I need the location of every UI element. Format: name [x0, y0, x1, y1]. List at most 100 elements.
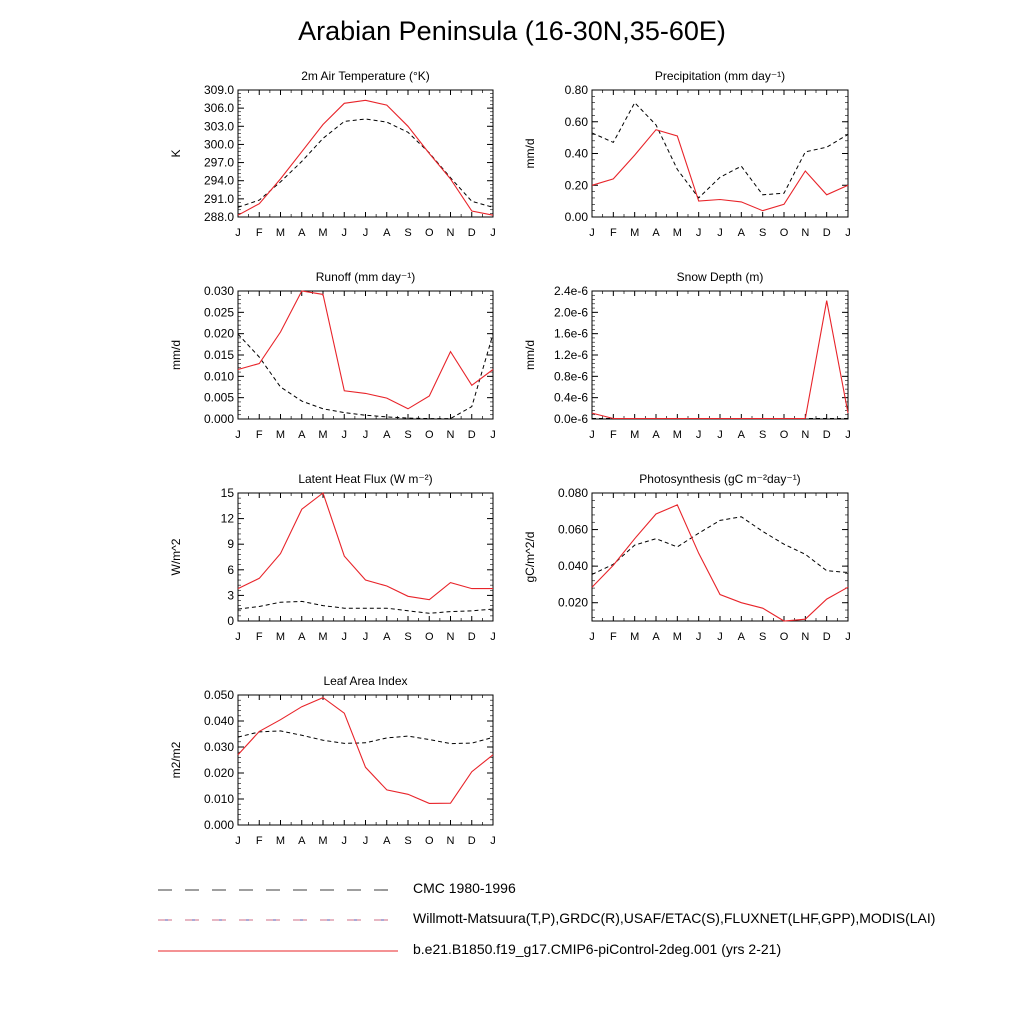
x-tick-label: A: [298, 429, 306, 441]
x-tick-label: J: [845, 227, 851, 239]
x-tick-label: J: [342, 835, 348, 847]
x-tick-label: J: [363, 631, 369, 643]
y-tick-label: 12: [221, 512, 235, 526]
series-line-model: [237, 492, 493, 601]
chart-panel-3: Runoff (mm day⁻¹)J F M A M J J A S O N D J0.0000.005…: [169, 270, 496, 441]
x-tick-label: J: [342, 631, 348, 643]
series-line-model: [237, 696, 494, 804]
x-tick-label: J: [589, 227, 595, 239]
panel-title: Latent Heat Flux (W m⁻²): [298, 472, 432, 486]
panel-title: Runoff (mm day⁻¹): [316, 270, 415, 284]
series-line-cmc: [237, 118, 494, 208]
x-tick-label: J: [363, 227, 369, 239]
x-tick-label: A: [383, 227, 391, 239]
chart-panel-4: Snow Depth (m)J F M A M J J A S O N D J0.0e-60.4e-60…: [523, 270, 851, 441]
x-tick-label: M: [318, 227, 327, 239]
x-tick-label: D: [468, 227, 476, 239]
x-tick-label: A: [383, 631, 391, 643]
x-tick-label: F: [256, 631, 263, 643]
x-tick-label: S: [759, 227, 766, 239]
x-tick-label: D: [468, 835, 476, 847]
y-axis-label: mm/d: [169, 340, 183, 370]
y-tick-label: 0.000: [204, 818, 234, 832]
x-tick-label: F: [610, 429, 617, 441]
panel-title: Leaf Area Index: [323, 674, 407, 688]
x-tick-label: S: [404, 429, 411, 441]
chart-panel-6: Photosynthesis (gC m⁻²day⁻¹) J F M A M J J A S O N D…: [523, 472, 851, 643]
x-tick-label: A: [383, 429, 391, 441]
x-tick-label: J: [696, 227, 702, 239]
y-tick-label: 2.4e-6: [554, 284, 588, 298]
y-tick-label: 309.0: [204, 83, 234, 97]
chart-panel-2: Precipitation (mm day⁻¹)J F M A M J J A S O N D J0.0…: [523, 69, 851, 239]
x-tick-label: D: [823, 631, 831, 643]
x-tick-label: M: [318, 631, 327, 643]
x-tick-label: J: [342, 429, 348, 441]
x-tick-label: A: [738, 631, 746, 643]
y-axis-label: W/m^2: [169, 538, 183, 575]
series-line-cmc: [237, 333, 494, 420]
series-line-cmc: [591, 516, 849, 575]
x-tick-label: A: [652, 227, 660, 239]
x-tick-label: J: [717, 227, 723, 239]
x-tick-label: O: [780, 429, 789, 441]
y-tick-label: 303.0: [204, 119, 234, 133]
x-tick-label: J: [589, 631, 595, 643]
x-tick-label: A: [298, 835, 306, 847]
x-tick-label: J: [490, 429, 496, 441]
x-tick-label: N: [447, 227, 455, 239]
x-tick-label: J: [235, 835, 241, 847]
y-tick-label: 291.0: [204, 192, 234, 206]
y-tick-label: 1.2e-6: [554, 348, 588, 362]
y-tick-label: 300.0: [204, 137, 234, 151]
plot-frame: [237, 290, 494, 420]
chart-panel-5: Latent Heat Flux (W m⁻²)J F M A M J J A S O N D J036…: [169, 472, 496, 643]
x-tick-label: F: [256, 227, 263, 239]
x-tick-label: M: [318, 835, 327, 847]
y-tick-label: 9: [227, 537, 234, 551]
series-line-model: [237, 290, 494, 410]
x-tick-label: M: [318, 429, 327, 441]
plot-frame: [237, 492, 494, 622]
y-tick-label: 0.030: [204, 740, 234, 754]
y-tick-label: 0.050: [204, 688, 234, 702]
x-tick-label: O: [780, 227, 789, 239]
x-tick-label: S: [404, 631, 411, 643]
x-tick-label: J: [363, 835, 369, 847]
legend-swatch-cmc: [158, 889, 394, 891]
x-tick-label: J: [717, 631, 723, 643]
y-tick-label: 0.040: [558, 559, 588, 573]
legend-swatch-observations: [158, 919, 394, 921]
y-tick-label: 0.00: [565, 210, 589, 224]
panel-title: Precipitation (mm day⁻¹): [655, 69, 785, 83]
x-tick-label: J: [696, 429, 702, 441]
series-line-cmc: [591, 101, 849, 199]
y-tick-label: 15: [221, 486, 235, 500]
legend-label-cmc: CMC 1980-1996: [413, 880, 516, 896]
x-tick-label: J: [589, 429, 595, 441]
series-line-cmc: [237, 730, 494, 745]
x-tick-label: F: [610, 227, 617, 239]
y-tick-label: 2.0e-6: [554, 305, 588, 319]
legend-swatch-model: [158, 950, 398, 952]
y-tick-label: 0.010: [204, 792, 234, 806]
series-line-model: [237, 99, 494, 216]
x-tick-label: O: [425, 227, 434, 239]
x-tick-label: D: [823, 227, 831, 239]
x-tick-label: J: [490, 631, 496, 643]
chart-panel-1: 2m Air Temperature (°K)J F M A M J J A S O N D J288.…: [169, 69, 496, 239]
x-tick-label: M: [673, 227, 682, 239]
y-axis-label: m2/m2: [169, 741, 183, 778]
x-tick-label: M: [276, 835, 285, 847]
figure-title: Arabian Peninsula (16-30N,35-60E): [298, 16, 726, 46]
x-tick-label: N: [447, 835, 455, 847]
x-tick-label: A: [738, 429, 746, 441]
plot-frame: [237, 694, 494, 826]
y-tick-label: 0.000: [204, 412, 234, 426]
x-tick-label: S: [404, 227, 411, 239]
plot-frame: [591, 290, 849, 420]
x-tick-label: J: [235, 631, 241, 643]
x-tick-label: O: [425, 835, 434, 847]
